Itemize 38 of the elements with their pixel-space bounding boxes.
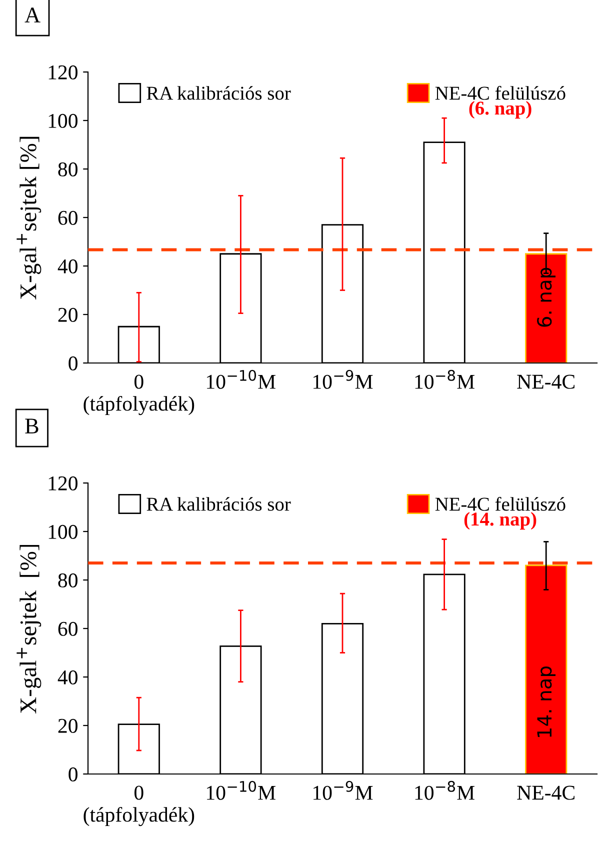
x-tick-label: NE-4C <box>517 374 574 389</box>
legend-label: NE-4C felülúszó <box>435 496 566 511</box>
x-tick-label: 0 (tápfolyadék) <box>84 374 194 416</box>
y-axis-title: X-gal$^{+}$sejtek [%] <box>16 136 42 300</box>
chart-title: B <box>25 418 38 434</box>
y-tick-label: 0 <box>68 767 78 782</box>
y-tick-label: 60 <box>58 622 78 636</box>
y-tick-label: 120 <box>48 65 78 80</box>
y-tick-label: 120 <box>48 476 78 490</box>
annotation: 14. nap <box>537 666 556 737</box>
y-tick-label: 80 <box>58 162 78 176</box>
x-tick-label: 10$^{−10}$M <box>207 780 276 800</box>
x-tick-label: 10$^{−8}$M <box>415 780 474 800</box>
bar <box>525 564 568 774</box>
x-tick-label: 0 (tápfolyadék) <box>84 786 194 826</box>
y-tick-label: 40 <box>58 670 78 684</box>
y-tick-label: 40 <box>58 259 78 274</box>
x-tick-label: 10$^{−8}$M <box>415 370 474 389</box>
y-axis-title: X-gal$^{+}$sejtek [%] <box>16 544 42 714</box>
y-tick-label: 0 <box>68 356 78 370</box>
chart-title: A <box>24 8 40 22</box>
legend-label: RA kalibrációs sor <box>146 497 291 511</box>
x-tick-label: 10$^{−9}$M <box>314 780 373 800</box>
y-tick-label: 80 <box>58 573 78 588</box>
x-tick-label: 10$^{−9}$M <box>314 370 373 389</box>
y-tick-label: 20 <box>58 718 78 733</box>
x-tick-label: NE-4C <box>517 786 574 800</box>
x-tick-label: 10$^{−10}$M <box>207 370 276 389</box>
y-tick-label: 100 <box>48 524 78 539</box>
annotation: 6. nap <box>537 268 556 327</box>
bar <box>525 253 568 363</box>
y-tick-label: 60 <box>58 210 78 225</box>
annotation: (14. nap) <box>464 512 536 530</box>
y-tick-label: 100 <box>48 114 78 128</box>
annotation: (6. nap) <box>469 101 532 119</box>
y-tick-label: 20 <box>58 308 78 322</box>
legend-label: RA kalibrációs sor <box>146 86 291 100</box>
legend-label: NE-4C felülúszó <box>435 86 566 100</box>
